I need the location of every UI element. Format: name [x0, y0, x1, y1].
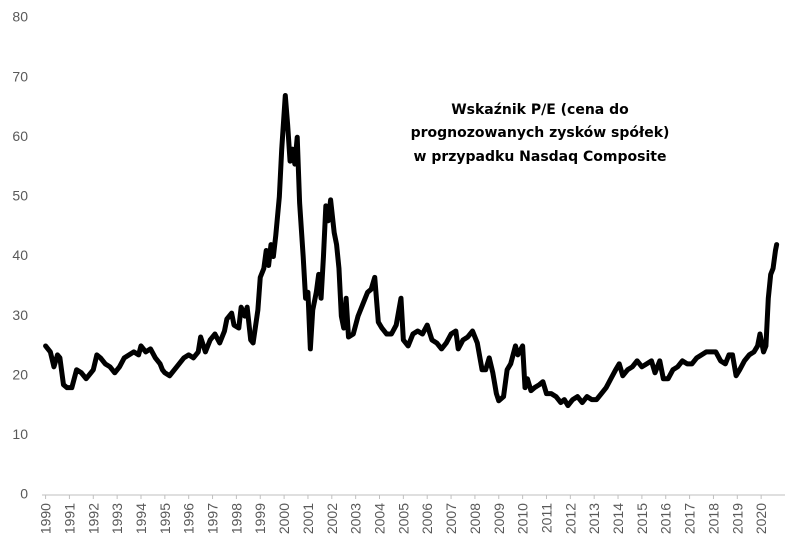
x-tick-label: 2012	[562, 503, 578, 534]
x-tick-label: 2002	[324, 503, 340, 534]
x-tick-label: 1995	[157, 503, 173, 534]
x-tick-label: 2001	[300, 503, 316, 534]
y-tick-label: 0	[20, 486, 28, 502]
x-tick-label: 1993	[109, 503, 125, 534]
x-tick-label: 2010	[515, 503, 531, 534]
x-tick-label: 2000	[276, 503, 292, 534]
x-tick-label: 1999	[252, 503, 268, 534]
y-tick-label: 30	[12, 307, 28, 323]
line-series	[43, 93, 780, 409]
chart-title: Wskaźnik P/E (cena do	[451, 102, 629, 118]
x-tick-label: 2007	[443, 503, 459, 534]
chart-title: w przypadku Nasdaq Composite	[414, 149, 667, 165]
x-tick-label: 2006	[419, 503, 435, 534]
x-tick-label: 2018	[705, 503, 721, 534]
x-tick-label: 1996	[181, 503, 197, 534]
y-tick-label: 80	[12, 9, 28, 25]
x-tick-label: 1992	[85, 503, 101, 534]
x-tick-label: 2009	[491, 503, 507, 534]
y-tick-label: 60	[12, 128, 28, 144]
x-tick-label: 2008	[467, 503, 483, 534]
y-tick-label: 40	[12, 247, 28, 263]
x-tick-label: 2004	[372, 503, 388, 534]
x-tick-label: 2014	[610, 503, 626, 534]
y-tick-label: 70	[12, 68, 28, 84]
x-tick-label: 2015	[634, 503, 650, 534]
x-tick-label: 2011	[538, 503, 554, 533]
x-tick-label: 2013	[586, 503, 602, 534]
x-tick-label: 1991	[61, 503, 77, 534]
x-tick-label: 1997	[205, 503, 221, 534]
x-tick-label: 1990	[38, 503, 54, 534]
x-tick-label: 1998	[228, 503, 244, 534]
x-tick-label: 2003	[348, 503, 364, 534]
x-tick-label: 2020	[753, 503, 769, 534]
y-tick-label: 20	[12, 366, 28, 382]
x-tick-label: 2005	[395, 503, 411, 534]
y-tick-label: 50	[12, 188, 28, 204]
x-tick-label: 1994	[133, 503, 149, 534]
x-tick-label: 2016	[658, 503, 674, 534]
y-tick-label: 10	[12, 426, 28, 442]
x-tick-label: 2019	[729, 503, 745, 534]
chart-title: prognozowanych zysków spółek)	[411, 125, 670, 141]
x-tick-label: 2017	[682, 503, 698, 534]
